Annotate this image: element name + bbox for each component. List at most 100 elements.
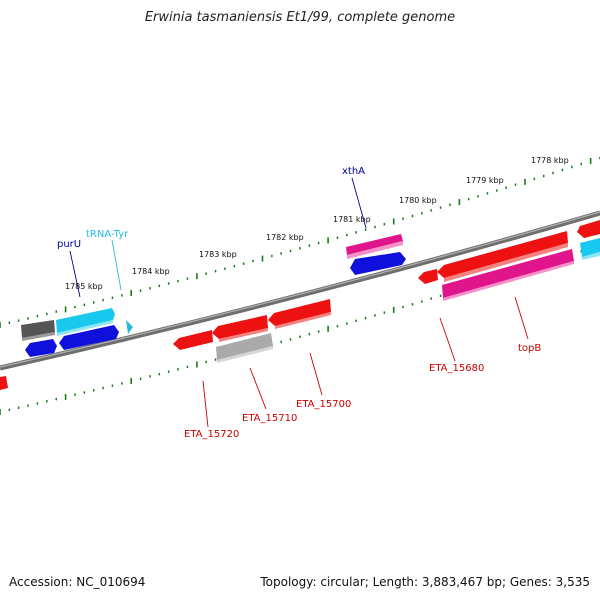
minor-tick (252, 259, 254, 263)
leader-ETA_15700 (309, 352, 323, 396)
minor-tick (102, 298, 104, 302)
gene-blue-left[interactable] (59, 325, 119, 350)
minor-tick (580, 162, 582, 166)
minor-tick (289, 338, 292, 341)
genome-backbone-highlight (0, 211, 600, 368)
minor-tick (439, 294, 442, 297)
genome-backbone (0, 210, 600, 371)
minor-tick (233, 265, 236, 268)
minor-tick (477, 195, 479, 198)
major-tick (64, 393, 67, 400)
minor-tick (308, 244, 311, 247)
scale-labels: 1778 kbp 1779 kbp 1780 kbp 1781 kbp 1782… (65, 156, 569, 291)
minor-tick (149, 375, 151, 378)
minor-tick (205, 272, 207, 275)
minor-tick (561, 168, 564, 172)
gene-xthA[interactable] (346, 234, 403, 255)
major-tick (589, 158, 592, 164)
minor-tick (121, 382, 123, 385)
minor-tick (317, 241, 320, 245)
minor-tick (299, 247, 301, 250)
minor-tick (411, 214, 414, 218)
major-tick (0, 322, 1, 328)
minor-tick (355, 319, 357, 322)
minor-tick (111, 296, 114, 299)
minor-tick (402, 217, 404, 220)
gene-darkgrey-left[interactable] (21, 320, 55, 338)
label-xthA: xthA (342, 166, 365, 177)
gene-red-bottom-left[interactable] (0, 376, 8, 390)
minor-tick (27, 317, 29, 320)
gene-ETA_15700[interactable] (268, 299, 331, 326)
scale-label-1778: 1778 kbp (531, 156, 569, 165)
label-tRNA-Tyr: tRNA-Tyr (86, 229, 129, 240)
minor-tick (167, 282, 170, 285)
scale-label-1782: 1782 kbp (266, 233, 304, 242)
major-tick (327, 237, 329, 244)
leader-topB (514, 296, 529, 340)
gene-blue-mid[interactable] (350, 252, 406, 275)
gene-topB[interactable] (442, 249, 574, 298)
gene-topB-shade (443, 261, 574, 301)
gene-red-far-right[interactable] (577, 220, 600, 238)
minor-tick (121, 294, 123, 297)
accession-text: Accession: NC_010694 (9, 575, 146, 589)
label-purU: purU (57, 239, 81, 250)
leader-ETA_15720 (202, 380, 209, 428)
gene-ETA_15720[interactable] (173, 330, 213, 350)
genome-summary-text: Topology: circular; Length: 3,883,467 bp… (260, 575, 590, 589)
minor-tick (27, 404, 29, 407)
leader-purU (69, 250, 81, 298)
leader-ETA_15680 (439, 317, 456, 362)
minor-tick (167, 370, 170, 373)
minor-tick (83, 303, 86, 306)
minor-tick (505, 186, 507, 189)
gene-grey-shade (217, 346, 273, 363)
gene-purU[interactable] (25, 339, 57, 357)
minor-tick (74, 393, 76, 396)
gene-ETA_15710[interactable] (212, 315, 268, 339)
minor-tick (486, 192, 489, 195)
label-ETA_15710: ETA_15710 (242, 413, 297, 424)
minor-tick (214, 270, 217, 273)
minor-tick (421, 212, 423, 215)
minor-tick (336, 325, 339, 328)
minor-tick (289, 249, 292, 253)
minor-tick (186, 277, 189, 280)
minor-tick (402, 305, 404, 309)
minor-tick (355, 231, 357, 234)
minor-tick (383, 311, 386, 314)
map-title: Erwinia tasmaniensis Et1/99, complete ge… (144, 10, 456, 25)
minor-tick (449, 203, 451, 206)
minor-tick (543, 174, 545, 178)
gene-tRNA-Tyr[interactable] (126, 320, 133, 334)
minor-tick (242, 262, 245, 265)
minor-tick (571, 165, 573, 169)
gene-red-small[interactable] (418, 269, 438, 284)
minor-tick (280, 340, 282, 344)
major-tick (524, 178, 526, 185)
scale-label-1780: 1780 kbp (399, 196, 437, 205)
label-ETA_15720: ETA_15720 (184, 429, 239, 440)
minor-tick (346, 233, 348, 237)
leader-lines (69, 177, 529, 428)
minor-tick (111, 384, 114, 387)
leader-xthA (351, 177, 367, 229)
minor-tick (205, 360, 207, 364)
minor-tick (308, 332, 311, 336)
genes-reverse (0, 231, 574, 390)
scale-label-1781: 1781 kbp (333, 215, 371, 224)
gene-cyan-left[interactable] (56, 308, 115, 333)
label-ETA_15680: ETA_15680 (429, 363, 484, 374)
scale-label-1784: 1784 kbp (132, 267, 170, 276)
minor-tick (158, 372, 161, 376)
gene-cyan-left-shade (57, 320, 113, 336)
gene-ETA_15680[interactable] (437, 231, 568, 278)
minor-tick (93, 389, 95, 392)
leader-ETA_15710 (249, 367, 267, 410)
major-tick (196, 273, 198, 280)
minor-tick (214, 358, 217, 361)
gene-grey[interactable] (216, 333, 273, 360)
minor-tick (149, 287, 151, 290)
gene-cyan-far-right[interactable] (580, 238, 600, 257)
